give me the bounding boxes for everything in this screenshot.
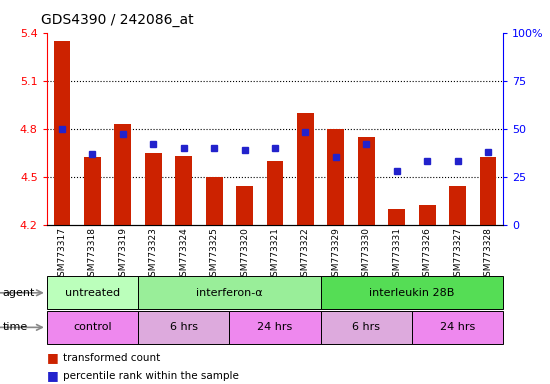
Text: GDS4390 / 242086_at: GDS4390 / 242086_at: [41, 13, 194, 27]
Bar: [449, 186, 466, 225]
Bar: [297, 113, 314, 225]
Bar: [321, 311, 412, 344]
Text: interferon-α: interferon-α: [196, 288, 263, 298]
Bar: [480, 157, 497, 225]
Text: percentile rank within the sample: percentile rank within the sample: [63, 371, 239, 381]
Bar: [175, 156, 192, 225]
Text: agent: agent: [3, 288, 35, 298]
Bar: [358, 137, 375, 225]
Text: 6 hrs: 6 hrs: [170, 322, 197, 333]
Bar: [236, 186, 253, 225]
Bar: [419, 205, 436, 225]
Bar: [138, 311, 229, 344]
Text: ■: ■: [47, 351, 58, 364]
Bar: [229, 311, 321, 344]
Bar: [388, 209, 405, 225]
Text: 24 hrs: 24 hrs: [257, 322, 293, 333]
Bar: [53, 41, 70, 225]
Text: control: control: [73, 322, 112, 333]
Text: transformed count: transformed count: [63, 353, 161, 363]
Text: 24 hrs: 24 hrs: [440, 322, 475, 333]
Bar: [84, 157, 101, 225]
Bar: [412, 311, 503, 344]
Bar: [206, 177, 223, 225]
Text: interleukin 28B: interleukin 28B: [369, 288, 455, 298]
Text: 6 hrs: 6 hrs: [353, 322, 380, 333]
Bar: [47, 311, 138, 344]
Bar: [138, 276, 321, 309]
Text: untreated: untreated: [65, 288, 120, 298]
Text: time: time: [3, 322, 28, 333]
Bar: [114, 124, 131, 225]
Bar: [47, 276, 138, 309]
Bar: [267, 161, 283, 225]
Text: ■: ■: [47, 369, 58, 382]
Bar: [321, 276, 503, 309]
Bar: [327, 129, 344, 225]
Bar: [145, 153, 162, 225]
